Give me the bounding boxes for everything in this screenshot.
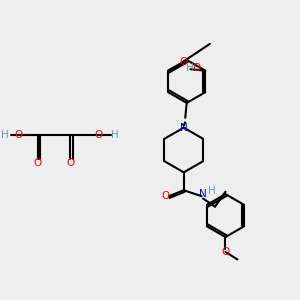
Text: O: O xyxy=(14,130,22,140)
Text: H: H xyxy=(208,186,216,196)
Text: H: H xyxy=(186,63,194,73)
Text: O: O xyxy=(94,130,103,140)
Text: H: H xyxy=(111,130,119,140)
Text: O: O xyxy=(66,158,75,168)
Text: N: N xyxy=(180,123,188,133)
Text: O: O xyxy=(34,158,42,168)
Text: H: H xyxy=(1,130,8,140)
Text: O: O xyxy=(221,247,230,257)
Text: N: N xyxy=(199,189,207,199)
Text: O: O xyxy=(179,57,187,67)
Text: O: O xyxy=(162,191,170,201)
Text: O: O xyxy=(193,63,201,73)
